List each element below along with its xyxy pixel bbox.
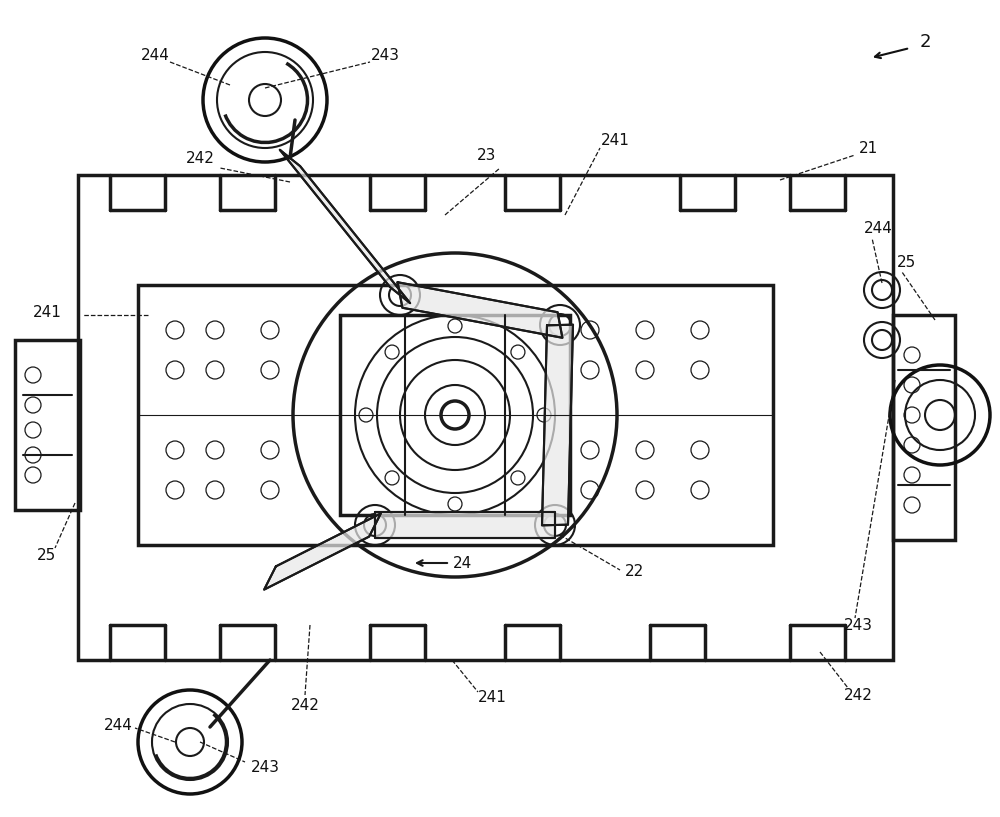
Text: 242: 242 (291, 698, 319, 712)
Bar (78, 175, 893, 660)
Text: 23: 23 (477, 148, 497, 163)
Text: 24: 24 (452, 556, 472, 570)
Bar (340, 315, 570, 515)
Polygon shape (264, 513, 381, 590)
Text: 242: 242 (186, 150, 214, 166)
Polygon shape (398, 282, 562, 337)
Text: 241: 241 (33, 305, 62, 319)
Text: 243: 243 (844, 618, 872, 632)
Text: 243: 243 (370, 47, 400, 62)
Text: 25: 25 (37, 547, 57, 562)
Text: 22: 22 (624, 565, 644, 579)
Text: 241: 241 (478, 690, 506, 706)
Text: 21: 21 (858, 141, 878, 155)
Bar (138, 285, 773, 545)
Text: 241: 241 (601, 132, 629, 148)
Polygon shape (375, 512, 555, 538)
Text: 244: 244 (141, 47, 169, 62)
Polygon shape (542, 324, 573, 525)
Text: 243: 243 (250, 761, 280, 775)
Text: 2: 2 (919, 33, 931, 51)
Text: 244: 244 (864, 221, 892, 235)
Text: 25: 25 (897, 255, 917, 270)
Bar (893, 315, 955, 540)
Text: 242: 242 (844, 687, 872, 703)
Text: 244: 244 (104, 718, 132, 734)
Bar (15, 340, 80, 510)
Polygon shape (280, 150, 410, 303)
